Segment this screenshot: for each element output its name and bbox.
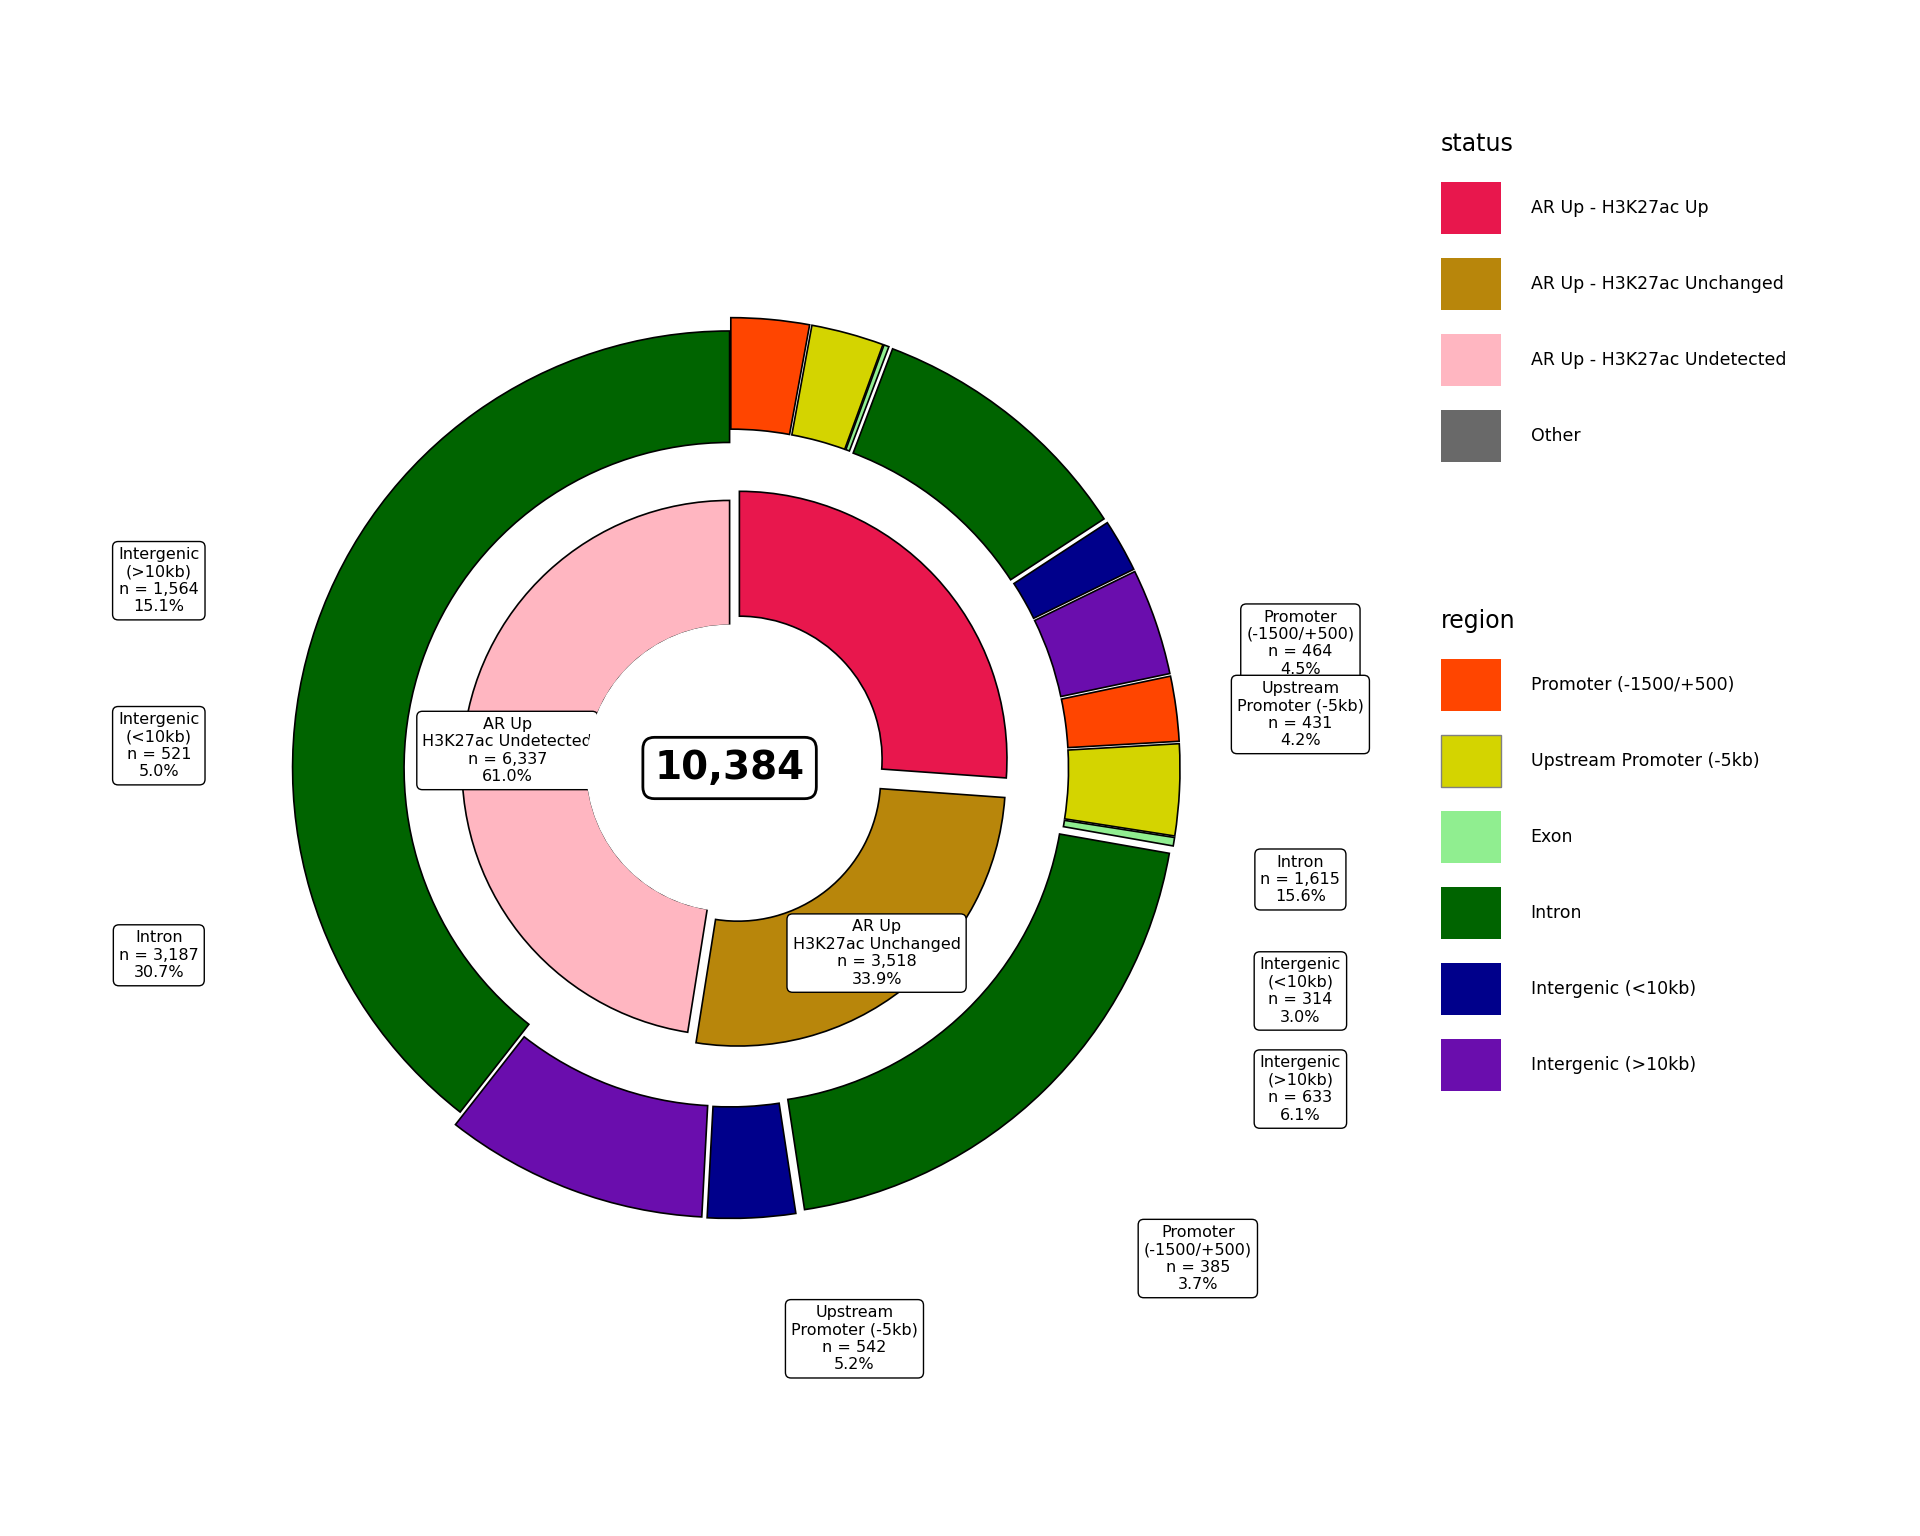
Text: Intron
n = 1,615
15.6%: Intron n = 1,615 15.6%: [1260, 854, 1340, 905]
Bar: [1440, 886, 1501, 940]
Wedge shape: [1062, 676, 1179, 748]
Text: Intergenic
(<10kb)
n = 521
5.0%: Intergenic (<10kb) n = 521 5.0%: [119, 713, 200, 779]
Text: AR Up
H3K27ac Undetected
n = 6,337
61.0%: AR Up H3K27ac Undetected n = 6,337 61.0%: [422, 717, 591, 783]
Text: Intron
n = 3,187
30.7%: Intron n = 3,187 30.7%: [119, 931, 198, 980]
Text: Promoter
(-1500/+500)
n = 385
3.7%: Promoter (-1500/+500) n = 385 3.7%: [1144, 1224, 1252, 1292]
Wedge shape: [787, 834, 1169, 1210]
Wedge shape: [292, 330, 730, 1112]
Wedge shape: [852, 349, 1104, 579]
Wedge shape: [697, 788, 1004, 1046]
Text: Promoter
(-1500/+500)
n = 464
4.5%: Promoter (-1500/+500) n = 464 4.5%: [1246, 610, 1354, 677]
Circle shape: [588, 625, 872, 911]
Bar: [1440, 811, 1501, 863]
Text: 10,384: 10,384: [655, 750, 804, 786]
Wedge shape: [1035, 571, 1169, 696]
Wedge shape: [791, 326, 883, 449]
Text: AR Up - H3K27ac Up: AR Up - H3K27ac Up: [1530, 200, 1709, 217]
Text: Intergenic
(>10kb)
n = 633
6.1%: Intergenic (>10kb) n = 633 6.1%: [1260, 1055, 1340, 1123]
Text: AR Up
H3K27ac Unchanged
n = 3,518
33.9%: AR Up H3K27ac Unchanged n = 3,518 33.9%: [793, 920, 960, 986]
Bar: [1440, 963, 1501, 1015]
Text: AR Up - H3K27ac Undetected: AR Up - H3K27ac Undetected: [1530, 352, 1786, 369]
Text: Promoter (-1500/+500): Promoter (-1500/+500): [1530, 676, 1734, 694]
Bar: [1440, 333, 1501, 387]
Wedge shape: [739, 492, 1006, 777]
Wedge shape: [1014, 522, 1135, 619]
Wedge shape: [707, 1103, 797, 1218]
Bar: [1440, 1038, 1501, 1092]
Text: Upstream
Promoter (-5kb)
n = 542
5.2%: Upstream Promoter (-5kb) n = 542 5.2%: [791, 1306, 918, 1372]
Bar: [1440, 734, 1501, 788]
Text: region: region: [1440, 610, 1515, 633]
Wedge shape: [1064, 820, 1175, 846]
Wedge shape: [847, 346, 889, 452]
Text: AR Up - H3K27ac Unchanged: AR Up - H3K27ac Unchanged: [1530, 275, 1784, 293]
Text: Intron: Intron: [1530, 905, 1582, 922]
Text: Intergenic (>10kb): Intergenic (>10kb): [1530, 1057, 1695, 1074]
Text: Upstream Promoter (-5kb): Upstream Promoter (-5kb): [1530, 753, 1759, 770]
Wedge shape: [463, 501, 730, 1032]
Bar: [1440, 258, 1501, 310]
Text: Intergenic
(<10kb)
n = 314
3.0%: Intergenic (<10kb) n = 314 3.0%: [1260, 957, 1340, 1025]
Wedge shape: [455, 1037, 708, 1217]
Text: Intergenic
(>10kb)
n = 1,564
15.1%: Intergenic (>10kb) n = 1,564 15.1%: [119, 547, 200, 614]
Text: Exon: Exon: [1530, 828, 1572, 846]
Text: Intergenic (<10kb): Intergenic (<10kb): [1530, 980, 1695, 998]
Text: Other: Other: [1530, 427, 1580, 445]
Bar: [1440, 410, 1501, 462]
Text: status: status: [1440, 132, 1513, 157]
Wedge shape: [1064, 743, 1181, 836]
Bar: [1440, 181, 1501, 235]
Text: Upstream
Promoter (-5kb)
n = 431
4.2%: Upstream Promoter (-5kb) n = 431 4.2%: [1236, 680, 1363, 748]
Wedge shape: [732, 318, 810, 435]
Bar: [1440, 659, 1501, 711]
